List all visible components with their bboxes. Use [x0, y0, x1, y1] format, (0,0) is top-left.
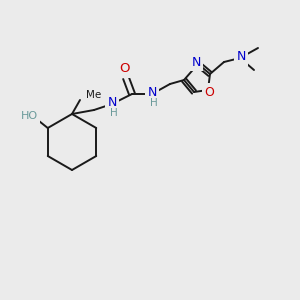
Text: O: O: [120, 62, 130, 76]
Text: N: N: [191, 56, 201, 68]
Text: N: N: [107, 97, 117, 110]
Text: N: N: [236, 50, 246, 64]
Text: H: H: [150, 98, 158, 108]
Text: HO: HO: [21, 111, 38, 121]
Text: Me: Me: [86, 90, 101, 100]
Text: N: N: [147, 86, 157, 100]
Text: H: H: [110, 108, 118, 118]
Text: O: O: [204, 85, 214, 98]
